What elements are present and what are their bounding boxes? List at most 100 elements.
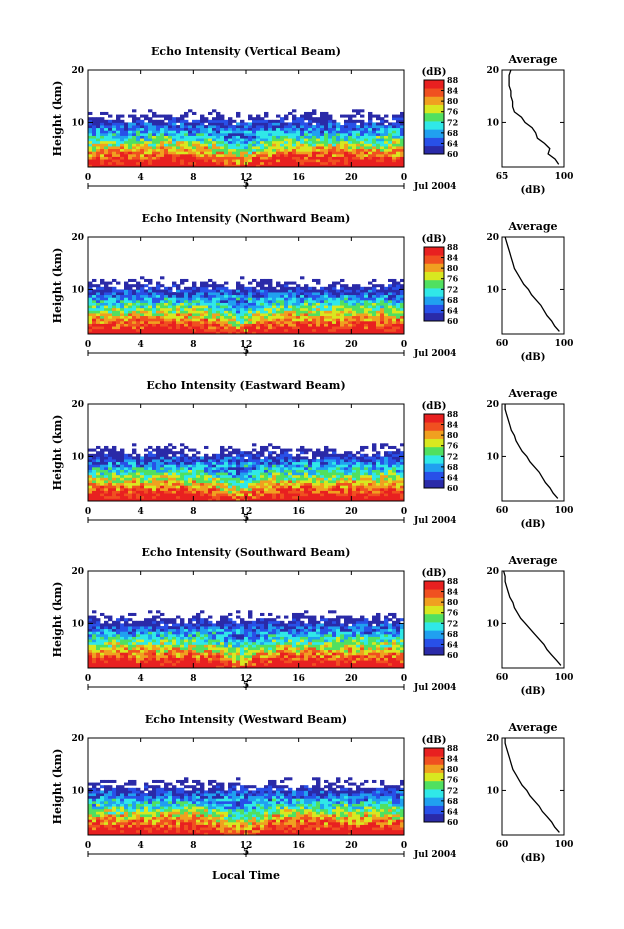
heatmap-cell (272, 138, 277, 142)
heatmap-cells (88, 109, 405, 168)
heatmap-cell (248, 125, 253, 129)
heatmap-cell (248, 495, 253, 499)
heatmap-cell (360, 135, 365, 139)
colorbar-tick-label: 68 (447, 462, 459, 472)
heatmap-cell (196, 140, 201, 144)
heatmap-cell (336, 313, 341, 317)
heatmap-cell (356, 480, 361, 484)
heatmap-cell (320, 132, 325, 136)
heatmap-cell (348, 143, 353, 147)
heatmap-cell (236, 114, 241, 118)
heatmap-cell (340, 498, 345, 502)
heatmap-cell (192, 498, 197, 502)
heatmap-cell (292, 459, 297, 463)
heatmap-cell (352, 159, 357, 163)
heatmap-cell (320, 156, 325, 160)
heatmap-cell (356, 284, 361, 288)
heatmap-cell (376, 495, 381, 499)
heatmap-cell (220, 469, 225, 473)
heatmap-cell (168, 302, 173, 306)
heatmap-cell (124, 331, 129, 335)
heatmap-cell (260, 485, 265, 489)
heatmap-cell (120, 146, 125, 150)
heatmap-cell (320, 323, 325, 327)
heatmap-cell (152, 495, 157, 499)
heatmap-cell (372, 284, 377, 288)
heatmap-cell (120, 161, 125, 165)
heatmap-cell (212, 297, 217, 301)
heatmap-cell (272, 127, 277, 131)
heatmap-cell (252, 294, 257, 298)
heatmap-cell (152, 498, 157, 502)
heatmap-cell (380, 466, 385, 470)
heatmap-cell (360, 474, 365, 478)
heatmap-cell (304, 122, 309, 126)
heatmap-cell (212, 164, 217, 168)
heatmap-cell (208, 665, 213, 669)
heatmap-cell (236, 159, 241, 163)
colorbar-tick-label: 76 (447, 107, 459, 117)
heatmap-cell (248, 140, 253, 144)
heatmap-cell (280, 461, 285, 465)
heatmap-cell (136, 326, 141, 330)
heatmap-cell (172, 151, 177, 155)
heatmap-cell (352, 456, 357, 460)
heatmap-cell (276, 302, 281, 306)
heatmap-cell (180, 140, 185, 144)
heatmap-cell (380, 164, 385, 168)
heatmap-cell (96, 474, 101, 478)
heatmap-cell (344, 464, 349, 468)
heatmap-cell (324, 286, 329, 290)
heatmap-cell (384, 135, 389, 139)
heatmap-cell (176, 127, 181, 131)
heatmap-cell (212, 313, 217, 317)
heatmap-cell (104, 281, 109, 285)
heatmap-cell (184, 140, 189, 144)
heatmap-cell (284, 459, 289, 463)
heatmap-cell (92, 326, 97, 330)
heatmap-cell (164, 660, 169, 664)
heatmap-cell (156, 294, 161, 298)
heatmap-cell (348, 662, 353, 666)
heatmap-cell (168, 485, 173, 489)
heatmap-cell (208, 135, 213, 139)
heatmap-cell (304, 138, 309, 142)
heatmap-cell (364, 125, 369, 129)
heatmap-cell (232, 305, 237, 309)
heatmap-cell (224, 289, 229, 293)
heatmap-cell (260, 328, 265, 332)
heatmap-cell (192, 111, 197, 115)
heatmap-cell (332, 281, 337, 285)
heatmap-cell (348, 660, 353, 664)
heatmap-cell (116, 130, 121, 134)
heatmap-cell (252, 318, 257, 322)
colorbar-tick-label: 64 (447, 472, 459, 482)
heatmap-cell (180, 448, 185, 452)
heatmap-cell (368, 490, 373, 494)
heatmap-cell (144, 485, 149, 489)
heatmap-cell (340, 474, 345, 478)
heatmap-cell (296, 148, 301, 152)
heatmap-cell (364, 307, 369, 311)
heatmap-cell (352, 132, 357, 136)
heatmap-cell (396, 159, 401, 163)
heatmap-cell (188, 323, 193, 327)
heatmap-cell (196, 156, 201, 160)
heatmap-cell (384, 482, 389, 486)
heatmap-cell (380, 307, 385, 311)
heatmap-cell (200, 318, 205, 322)
heatmap-cell (280, 161, 285, 165)
heatmap-cell (128, 456, 133, 460)
heatmap-cell (188, 318, 193, 322)
heatmap-cell (320, 320, 325, 324)
heatmap-cell (308, 292, 313, 296)
heatmap-cell (176, 135, 181, 139)
heatmap-cell (332, 294, 337, 298)
heatmap-cell (328, 323, 333, 327)
heatmap-cell (184, 130, 189, 134)
heatmap-cell (216, 482, 221, 486)
heatmap-cell (340, 289, 345, 293)
heatmap-cell (224, 302, 229, 306)
heatmap-cell (376, 305, 381, 309)
heatmap-cell (144, 135, 149, 139)
